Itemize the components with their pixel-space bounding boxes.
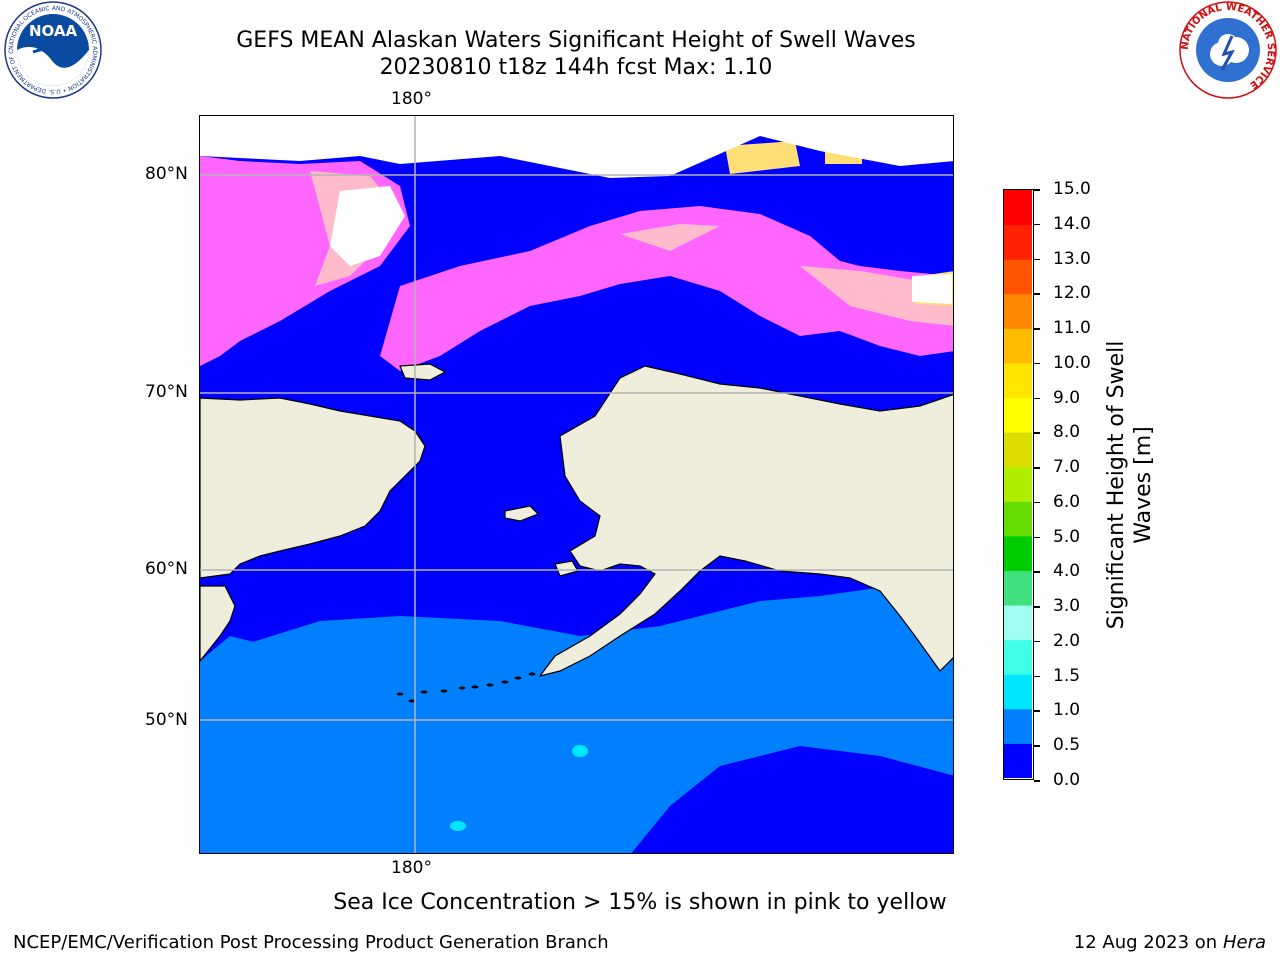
colorbar-swatch-2	[1004, 674, 1032, 710]
colorbar-tick-label: 13.0	[1053, 248, 1091, 269]
colorbar-swatch-4	[1004, 605, 1032, 641]
colorbar-tick-mark	[1034, 571, 1040, 573]
colorbar-swatch-16	[1004, 190, 1032, 226]
land-siberia	[200, 397, 426, 662]
colorbar-tick-label: 14.0	[1053, 213, 1091, 234]
open-white-3	[200, 116, 953, 178]
colorbar-tick-label: 0.0	[1053, 770, 1081, 790]
colorbar-tick-mark	[1034, 606, 1040, 608]
open-white-1	[330, 186, 405, 266]
colorbar-tick-label: 1.5	[1053, 665, 1081, 686]
colorbar-swatch-8	[1004, 466, 1032, 502]
lat-label-80: 80°N	[145, 164, 188, 184]
swell-patch-high-1	[572, 745, 588, 757]
colorbar-swatch-10	[1004, 397, 1032, 433]
colorbar-tick-mark	[1034, 432, 1040, 434]
map-panel	[199, 115, 954, 854]
colorbar-swatch-5	[1004, 570, 1032, 606]
sea-ice-caption: Sea Ice Concentration > 15% is shown in …	[333, 890, 947, 915]
colorbar-swatch-1	[1004, 708, 1032, 744]
colorbar-tick-mark	[1034, 536, 1040, 539]
colorbar-swatches	[1004, 190, 1032, 778]
swell-region-mid-west	[200, 636, 270, 701]
footer-date: 12 Aug 2023 on Hera	[1074, 932, 1266, 953]
aleutian-island-8	[514, 676, 522, 680]
colorbar-tick-mark	[1034, 223, 1040, 226]
footer-host: Hera	[1222, 932, 1266, 953]
aleutian-island-0	[396, 692, 404, 696]
colorbar-swatch-12	[1004, 328, 1032, 364]
land-nunivak-island	[554, 560, 579, 577]
colorbar-tick-mark	[1034, 745, 1040, 747]
title-line-2: 20230810 t18z 144h fcst Max: 1.10	[379, 55, 773, 80]
lon-label-top: 180°	[391, 89, 432, 109]
footer-branch: NCEP/EMC/Verification Post Processing Pr…	[13, 932, 609, 953]
footer-date-text: 12 Aug 2023 on	[1073, 932, 1218, 953]
lon-label-bottom: 180°	[391, 858, 432, 878]
colorbar-tick-mark	[1034, 189, 1040, 191]
aleutian-island-7	[501, 680, 509, 684]
noaa-logo: NOAA NATIONAL OCEANIC AND ATMOSPHERIC AD…	[0, 0, 103, 100]
colorbar-tick-mark	[1034, 710, 1040, 712]
aleutian-island-2	[420, 690, 428, 694]
colorbar-tick-mark	[1034, 675, 1040, 678]
swell-region-low	[631, 746, 953, 853]
colorbar-swatch-14	[1004, 259, 1032, 295]
map-canvas	[200, 116, 953, 853]
aleutian-islands	[396, 672, 536, 703]
sea-ice-region-light	[310, 171, 953, 326]
colorbar-tick-mark	[1034, 293, 1040, 295]
colorbar-swatch-9	[1004, 432, 1032, 468]
colorbar-tick-label: 5.0	[1053, 526, 1081, 547]
aleutian-island-9	[528, 672, 536, 676]
land-st-lawrence-island	[504, 505, 540, 522]
colorbar-tick-label: 0.5	[1053, 735, 1081, 756]
aleutian-island-4	[458, 686, 466, 690]
colorbar-swatch-15	[1004, 224, 1032, 260]
aleutian-island-6	[486, 683, 494, 687]
colorbar-tick-label: 11.0	[1053, 318, 1091, 339]
colorbar-tick-label: 8.0	[1053, 422, 1081, 443]
colorbar-tick-mark	[1034, 780, 1040, 782]
colorbar-title: Significant Height of Swell Waves [m]	[1104, 340, 1156, 630]
colorbar-swatch-0	[1004, 743, 1032, 778]
aleutian-island-1	[408, 699, 416, 703]
colorbar-tick-label: 4.0	[1053, 561, 1081, 582]
svg-text:NOAA: NOAA	[29, 22, 78, 40]
land-wrangel-island	[399, 363, 447, 381]
aleutian-island-3	[440, 689, 448, 693]
colorbar	[1003, 189, 1034, 780]
colorbar-tick-mark	[1034, 640, 1040, 643]
aleutian-island-5	[471, 685, 479, 689]
colorbar-swatch-6	[1004, 535, 1032, 571]
colorbar-swatch-7	[1004, 501, 1032, 537]
title-line-1: GEFS MEAN Alaskan Waters Significant Hei…	[236, 28, 916, 53]
colorbar-tick-label: 10.0	[1053, 352, 1091, 373]
sea-ice-region-yellow	[202, 124, 953, 306]
colorbar-tick-label: 12.0	[1053, 283, 1091, 304]
colorbar-swatch-11	[1004, 362, 1032, 399]
colorbar-tick-label: 2.0	[1053, 630, 1081, 651]
colorbar-tick-mark	[1034, 501, 1040, 504]
colorbar-tick-label: 9.0	[1053, 387, 1081, 408]
graticule	[200, 116, 953, 853]
colorbar-swatch-13	[1004, 293, 1032, 329]
colorbar-tick-mark	[1034, 467, 1040, 469]
swell-patch-high-2	[450, 821, 466, 831]
lat-label-60: 60°N	[145, 559, 188, 579]
nws-logo: NATIONAL WEATHER SERVICE	[1178, 0, 1278, 100]
colorbar-tick-label: 6.0	[1053, 491, 1081, 512]
colorbar-tick-label: 15.0	[1053, 179, 1091, 199]
colorbar-tick-mark	[1034, 362, 1040, 365]
colorbar-swatch-3	[1004, 639, 1032, 675]
colorbar-tick-label: 3.0	[1053, 596, 1081, 617]
colorbar-tick-mark	[1034, 328, 1040, 330]
colorbar-tick-label: 7.0	[1053, 457, 1081, 478]
lat-label-70: 70°N	[145, 382, 188, 402]
lat-label-50: 50°N	[145, 710, 188, 730]
colorbar-tick-mark	[1034, 397, 1040, 400]
colorbar-tick-label: 1.0	[1053, 700, 1081, 721]
colorbar-tick-mark	[1034, 258, 1040, 261]
open-white-2	[912, 274, 952, 304]
